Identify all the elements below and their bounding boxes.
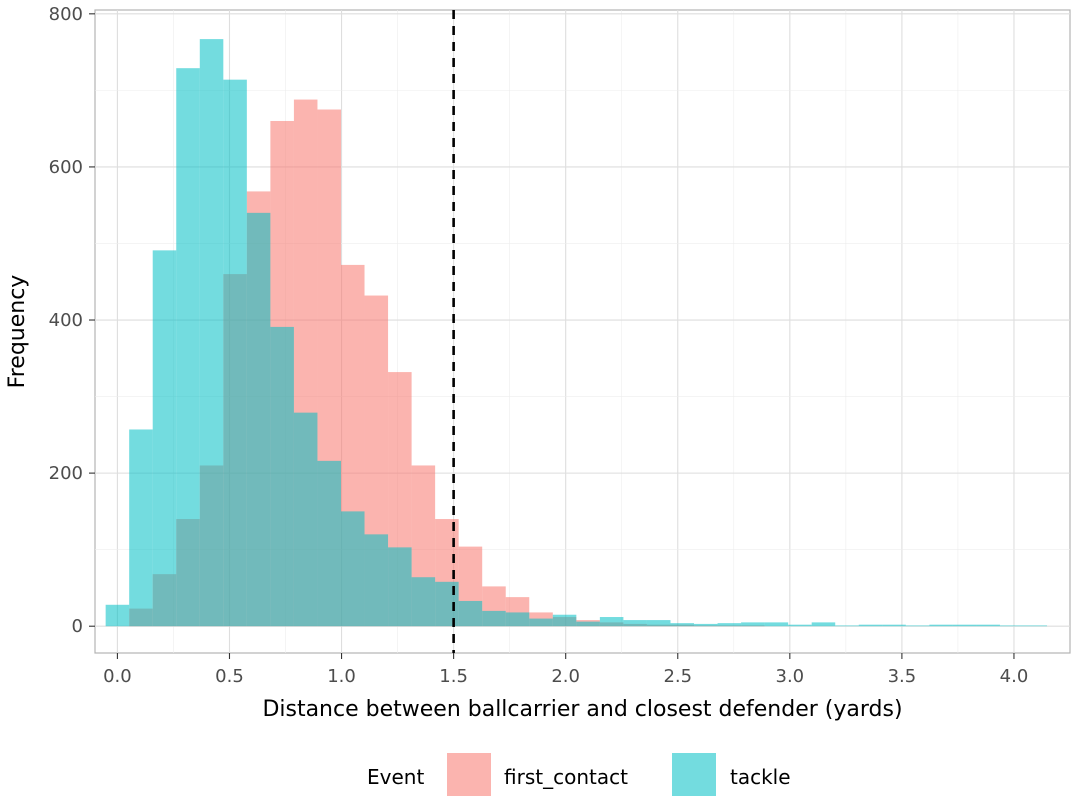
legend-label-tackle: tackle [730, 765, 791, 789]
bar-tackle [176, 68, 200, 627]
bar-tackle [811, 622, 836, 627]
bar-tackle [694, 623, 718, 627]
x-tick-label: 2.0 [551, 666, 580, 687]
bar-tackle [670, 623, 695, 627]
x-tick-label: 2.5 [663, 666, 692, 687]
bar-tackle [764, 622, 789, 627]
bar-tackle [623, 620, 647, 627]
legend-entries: first_contact tackle [447, 753, 791, 796]
x-tick-label: 3.5 [888, 666, 917, 687]
bar-tackle [293, 412, 318, 627]
bar-tackle [270, 326, 294, 627]
x-tick-label: 1.5 [439, 666, 468, 687]
bar-tackle [246, 212, 271, 627]
bar-tackle [482, 610, 506, 627]
histogram-bars [105, 39, 1048, 627]
x-tick-label: 1.0 [327, 666, 356, 687]
x-tick-label: 4.0 [1000, 666, 1029, 687]
y-tick-label: 400 [49, 310, 83, 331]
y-tick-label: 800 [49, 4, 83, 25]
bar-tackle [105, 604, 130, 627]
bar-tackle [858, 624, 883, 627]
bar-tackle [741, 622, 765, 627]
bar-tackle [788, 624, 812, 627]
axes: 0.0 0.5 1.0 1.5 2.0 2.5 3.0 3.5 4.0 0 200 400 600 800 [49, 4, 1029, 687]
bar-tackle [411, 577, 436, 627]
bar-tackle [905, 625, 930, 627]
y-tick-label: 0 [72, 616, 83, 637]
bar-tackle [129, 429, 153, 627]
bar-tackle [1023, 625, 1048, 627]
bar-tackle [340, 511, 365, 627]
y-axis-title: Frequency [5, 275, 30, 389]
bar-tackle [552, 614, 577, 627]
bar-tackle [388, 547, 412, 627]
bar-tackle [458, 600, 483, 627]
x-tick-label: 3.0 [776, 666, 805, 687]
legend-key-first_contact [447, 753, 491, 796]
x-axis-title: Distance between ballcarrier and closest… [262, 697, 902, 722]
bar-tackle [646, 620, 671, 627]
x-tick-label: 0.5 [215, 666, 244, 687]
bar-tackle [529, 618, 553, 627]
legend: Event first_contact tackle [367, 753, 791, 796]
y-tick-label: 600 [49, 157, 83, 178]
bar-tackle [364, 534, 389, 627]
bar-tackle [505, 612, 530, 627]
bar-tackle [952, 624, 977, 627]
bar-tackle [152, 250, 177, 627]
legend-title: Event [367, 765, 424, 789]
bar-tackle [199, 39, 224, 627]
bar-tackle [576, 621, 600, 627]
bar-tackle [882, 624, 906, 627]
series-tackle [105, 39, 1048, 627]
legend-label-first_contact: first_contact [504, 765, 628, 789]
y-tick-label: 200 [49, 463, 83, 484]
bar-tackle [435, 581, 459, 627]
bar-tackle [835, 625, 859, 627]
legend-key-tackle [672, 753, 716, 796]
bar-tackle [929, 624, 953, 627]
bar-tackle [599, 617, 624, 627]
bar-tackle [999, 625, 1024, 627]
bar-tackle [223, 79, 247, 627]
bar-tackle [976, 624, 1000, 627]
x-tick-label: 0.0 [103, 666, 132, 687]
bar-tackle [717, 623, 742, 627]
bar-tackle [317, 460, 341, 627]
